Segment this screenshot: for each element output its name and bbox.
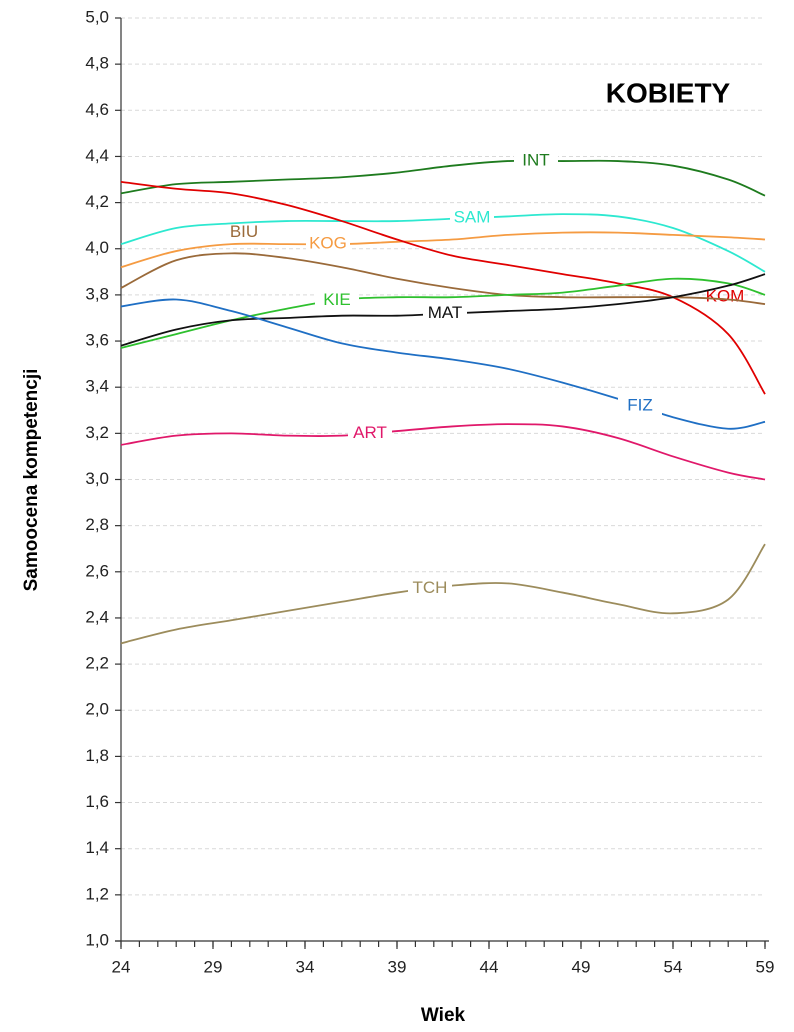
series-line [120,159,766,197]
y-tick-label: 1,8 [85,746,109,765]
y-tick-label: 5,0 [85,7,109,26]
series-label: BIU [230,222,258,241]
series-line [120,231,766,269]
series-label: MAT [428,303,463,322]
series-line [120,543,766,645]
x-tick-label: 34 [296,957,315,976]
x-tick-label: 44 [480,957,499,976]
y-tick-label: 4,8 [85,54,109,73]
annotation: KOBIETY [606,77,731,108]
y-tick-label: 2,8 [85,515,109,534]
y-tick-label: 4,6 [85,100,109,119]
x-tick-label: 24 [112,957,131,976]
series-label: KIE [323,290,350,309]
y-tick-label: 2,2 [85,654,109,673]
label-background [618,396,662,417]
label-background [450,207,494,228]
y-tick-label: 4,2 [85,192,109,211]
series-label: FIZ [627,396,653,415]
series-label: KOG [309,234,347,253]
x-tick-label: 59 [756,957,775,976]
y-axis-label: Samoocena kompetencji [21,369,42,592]
label-background [423,303,467,324]
x-tick-label: 29 [204,957,223,976]
label-background [514,151,558,172]
series-label: INT [522,151,549,170]
y-tick-label: 3,0 [85,469,109,488]
y-tick-label: 2,0 [85,700,109,719]
series-label: TCH [413,578,448,597]
y-tick-label: 2,6 [85,561,109,580]
y-tick-label: 1,6 [85,792,109,811]
y-tick-label: 4,0 [85,238,109,257]
series-label: ART [353,423,387,442]
label-background [408,578,452,599]
x-tick-label: 39 [388,957,407,976]
y-tick-label: 1,2 [85,884,109,903]
series-line [120,180,766,395]
y-tick-label: 2,4 [85,607,109,626]
label-background [348,423,392,444]
x-tick-label: 49 [572,957,591,976]
series-line [120,298,766,430]
series-line [120,213,766,273]
series-line [120,423,766,481]
label-background [315,290,359,311]
y-tick-label: 1,4 [85,838,109,857]
y-tick-label: 3,2 [85,423,109,442]
x-axis-label: Wiek [421,1005,466,1026]
y-tick-label: 3,4 [85,377,109,396]
x-tick-label: 54 [664,957,683,976]
y-tick-label: 3,6 [85,331,109,350]
y-tick-label: 1,0 [85,930,109,949]
y-tick-label: 4,4 [85,146,109,165]
label-background [306,234,350,255]
y-tick-label: 3,8 [85,284,109,303]
series-label: SAM [454,207,491,226]
